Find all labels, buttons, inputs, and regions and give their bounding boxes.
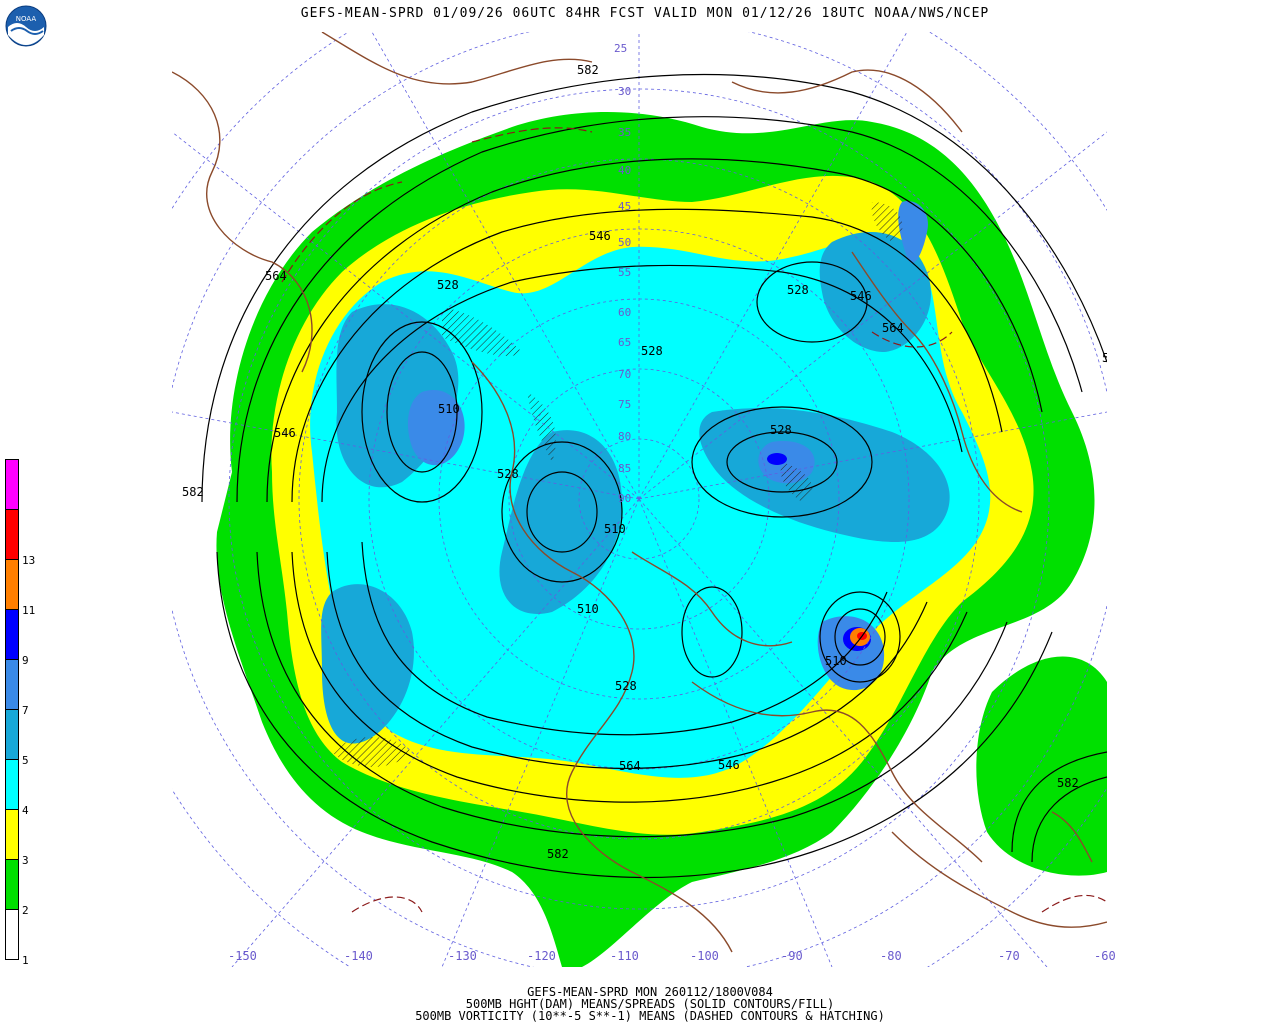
latitude-label: 70 xyxy=(618,368,631,381)
contour-label: 582 xyxy=(577,63,599,77)
longitude-label: -80 xyxy=(880,949,902,963)
contour-label: 564 xyxy=(265,269,287,283)
footer-line-3: 500MB VORTICITY (10**-5 S**-1) MEANS (DA… xyxy=(415,1009,885,1023)
latitude-label: 50 xyxy=(618,236,631,249)
spread-fill-blue4-c xyxy=(699,408,950,542)
longitude-label: -70 xyxy=(998,949,1020,963)
legend-swatch xyxy=(5,509,19,560)
contour-label: 546 xyxy=(718,758,740,772)
longitude-label: -90 xyxy=(781,949,803,963)
longitude-label: -130 xyxy=(448,949,477,963)
height-contours xyxy=(201,73,1107,879)
longitude-label: -110 xyxy=(610,949,639,963)
latitude-label: 45 xyxy=(618,200,631,213)
latitude-labels: 25 30 35 40 45 50 55 60 65 70 75 80 85 90 xyxy=(614,42,631,505)
latitude-label: 55 xyxy=(618,266,631,279)
contour-label: 528 xyxy=(770,423,792,437)
longitude-label: -120 xyxy=(527,949,556,963)
legend-label: 13 xyxy=(22,554,36,567)
contour-label: 564 xyxy=(619,759,641,773)
vorticity-contours xyxy=(281,127,1107,913)
legend-swatch xyxy=(5,809,19,860)
latitude-label: 35 xyxy=(618,126,631,139)
contour-label: 510 xyxy=(604,522,626,536)
legend-label: 11 xyxy=(22,604,36,617)
coastlines xyxy=(172,32,1107,953)
contour-label: 546 xyxy=(589,229,611,243)
footer-line-2: 500MB HGHT(DAM) MEANS/SPREADS (SOLID CON… xyxy=(465,997,835,1011)
contour-label: 582 xyxy=(182,485,204,499)
contour-label: 546 xyxy=(274,426,296,440)
spread-fill-blue5-d xyxy=(898,201,928,263)
latitude-label: 85 xyxy=(618,462,631,475)
contour-label: 528 xyxy=(497,467,519,481)
contour-label: 5 xyxy=(1102,351,1107,365)
latitude-label: 65 xyxy=(618,336,631,349)
contour-label: 510 xyxy=(825,654,847,668)
svg-text:NOAA: NOAA xyxy=(16,15,37,23)
contour-label: 528 xyxy=(641,344,663,358)
vorticity-hatching-e xyxy=(780,462,813,502)
meridian-lines xyxy=(172,32,1107,967)
longitude-label: -140 xyxy=(344,949,373,963)
contour-labels: 582 546 528 564 546 582 510 528 510 510 528 564 546 5… xyxy=(182,63,1107,861)
latitude-label: 80 xyxy=(618,430,631,443)
vorticity-hatching-b xyxy=(527,392,556,462)
spread-fill-green-east xyxy=(976,656,1107,876)
legend-label: 3 xyxy=(22,854,29,867)
latitude-label: 60 xyxy=(618,306,631,319)
legend-swatch xyxy=(5,659,19,710)
contour-label: 546 xyxy=(850,289,872,303)
legend-label: 1 xyxy=(22,954,29,967)
legend-swatch xyxy=(5,759,19,810)
contour-label: 528 xyxy=(615,679,637,693)
legend-label: 4 xyxy=(22,804,29,817)
spread-fill-blue4-b xyxy=(499,430,622,614)
legend-label: 5 xyxy=(22,754,29,767)
contour-label: 528 xyxy=(787,283,809,297)
contour-label: 528 xyxy=(437,278,459,292)
vorticity-hatching-d xyxy=(871,202,903,242)
contour-label: 510 xyxy=(438,402,460,416)
legend-swatch xyxy=(5,859,19,910)
latitude-label: 25 xyxy=(614,42,627,55)
legend-swatch xyxy=(5,559,19,610)
footer-line-1: GEFS-MEAN-SPRD MON 260112/1800V084 xyxy=(527,985,773,999)
legend-label: 2 xyxy=(22,904,29,917)
forecast-map: 582 546 528 564 546 582 510 528 510 510 528 564 546 5… xyxy=(172,32,1107,967)
latitude-label: 90 xyxy=(618,492,631,505)
legend-label: 9 xyxy=(22,654,29,667)
longitude-label: -100 xyxy=(690,949,719,963)
longitude-label: -150 xyxy=(228,949,257,963)
vorticity-hatching xyxy=(442,307,522,357)
latitude-label: 75 xyxy=(618,398,631,411)
spread-fill-cyan-2 xyxy=(584,621,664,714)
contour-label: 582 xyxy=(1057,776,1079,790)
legend-swatch xyxy=(5,909,19,960)
legend-swatch xyxy=(5,459,19,510)
legend-label: 7 xyxy=(22,704,29,717)
legend-swatch xyxy=(5,709,19,760)
spread-legend: 13 11 9 7 5 4 3 2 1 xyxy=(5,459,35,967)
contour-label: 564 xyxy=(882,321,904,335)
spread-fill-blue4-d xyxy=(321,584,414,744)
latitude-label: 30 xyxy=(618,85,631,98)
legend-swatch xyxy=(5,609,19,660)
longitude-label: -60 xyxy=(1094,949,1116,963)
chart-title: GEFS-MEAN-SPRD 01/09/26 06UTC 84HR FCST … xyxy=(300,6,990,21)
noaa-logo-icon: NOAA xyxy=(5,5,47,47)
contour-label: 582 xyxy=(547,847,569,861)
latitude-label: 40 xyxy=(618,164,631,177)
contour-label: 510 xyxy=(577,602,599,616)
